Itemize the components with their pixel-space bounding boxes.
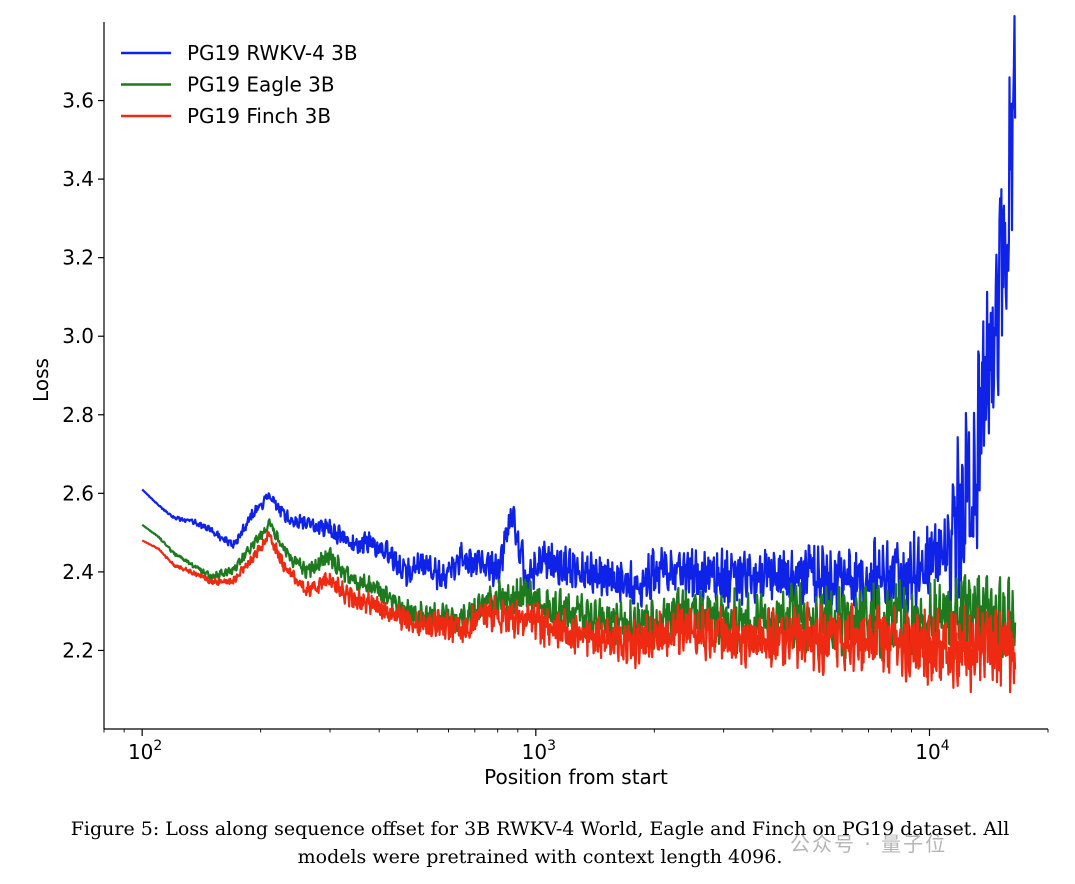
y-ticks: 2.2 2.4 2.6 2.8 3.0 3.2 3.4 3.6 <box>62 89 104 662</box>
series-line <box>141 530 1017 694</box>
series-layer <box>141 15 1017 694</box>
x-tick-exponent: 4 <box>941 738 950 754</box>
x-tick-exponent: 3 <box>547 738 556 754</box>
caption-line-1: Figure 5: Loss along sequence offset for… <box>70 818 1010 840</box>
legend-label: PG19 Eagle 3B <box>187 73 335 97</box>
x-tick-label: 103 <box>522 738 556 764</box>
y-tick-label: 3.2 <box>62 246 94 270</box>
x-tick-exponent: 2 <box>153 738 162 754</box>
x-ticks: 102 103 104 <box>103 729 1049 764</box>
series-line <box>141 15 1017 629</box>
y-tick-label: 2.6 <box>62 481 94 505</box>
x-tick-label: 102 <box>128 738 162 764</box>
legend: PG19 RWKV-4 3B PG19 Eagle 3B PG19 Finch 3B <box>121 41 358 128</box>
y-tick-label: 3.4 <box>62 167 94 191</box>
y-tick-label: 3.0 <box>62 324 94 348</box>
x-axis-label: Position from start <box>484 765 668 789</box>
y-axis-label: Loss <box>29 358 53 402</box>
figure-caption: Figure 5: Loss along sequence offset for… <box>20 815 1060 871</box>
loss-chart: 2.2 2.4 2.6 2.8 3.0 3.2 3.4 3.6 102 103 104 Posit… <box>29 15 1049 789</box>
y-tick-label: 3.6 <box>62 89 94 113</box>
y-tick-label: 2.4 <box>62 560 94 584</box>
watermark-text: 公众号 · 量子位 <box>790 832 948 856</box>
caption-line-2: models were pretrained with context leng… <box>297 846 783 868</box>
y-tick-label: 2.2 <box>62 638 94 662</box>
y-tick-label: 2.8 <box>62 403 94 427</box>
legend-label: PG19 RWKV-4 3B <box>187 41 358 65</box>
x-tick-label: 104 <box>915 738 949 764</box>
legend-label: PG19 Finch 3B <box>187 104 331 128</box>
